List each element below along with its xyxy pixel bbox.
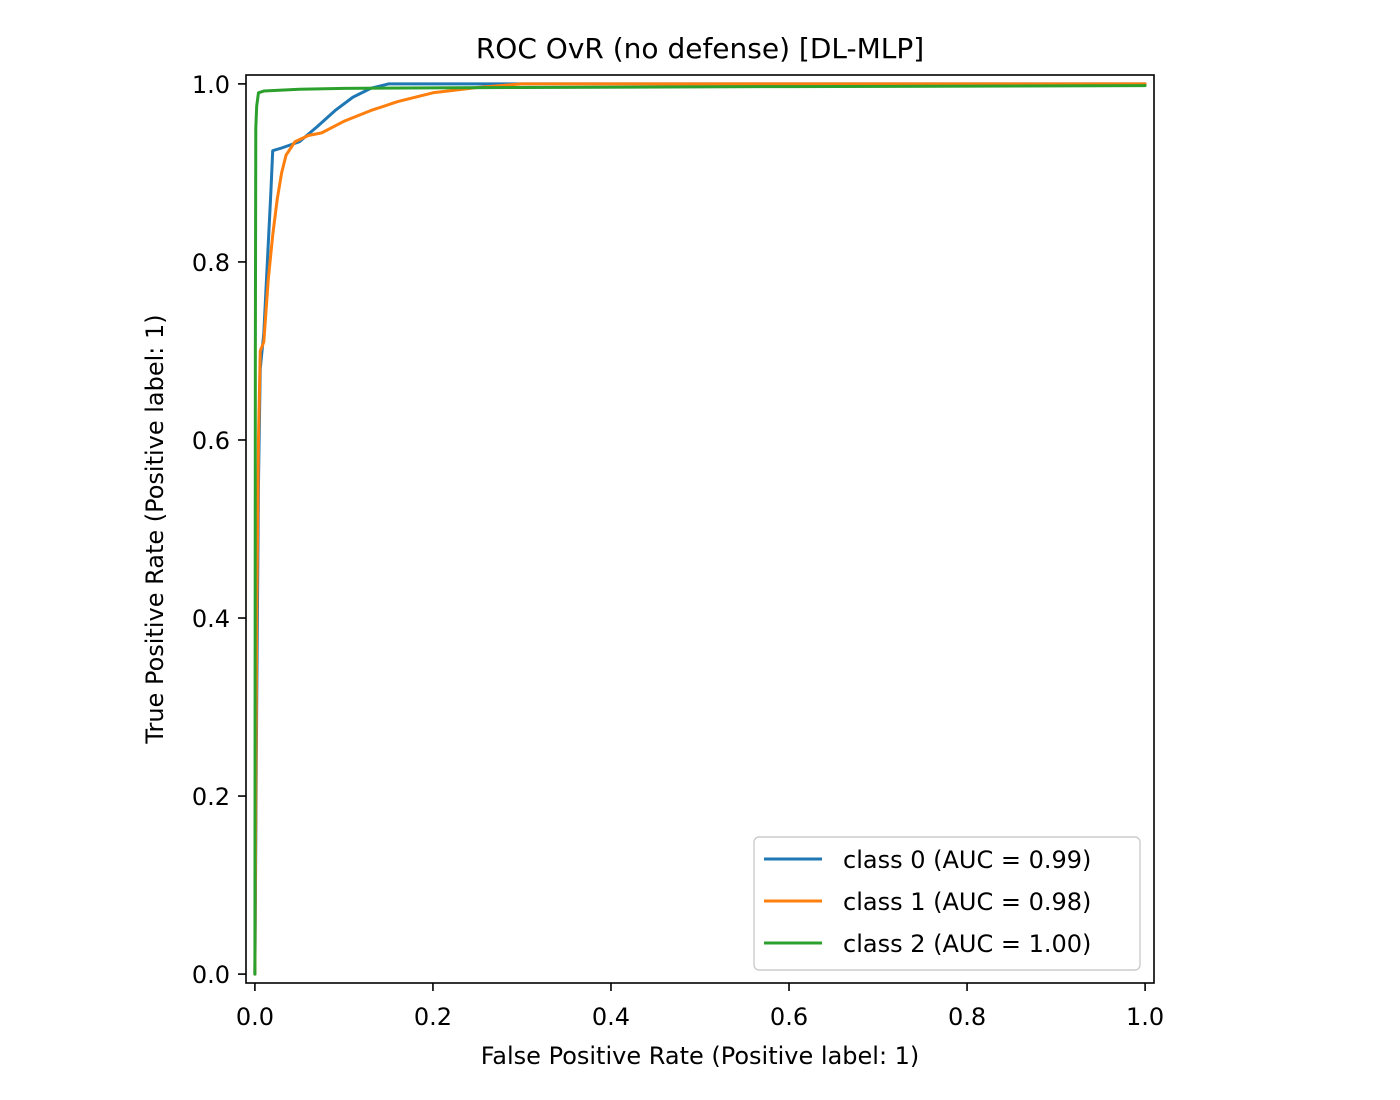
x-axis-label: False Positive Rate (Positive label: 1) (481, 1042, 920, 1070)
y-tick-label-1: 0.2 (192, 783, 230, 811)
y-tick-label-5: 1.0 (192, 71, 230, 99)
x-tick-label-2: 0.4 (592, 1003, 630, 1031)
legend: class 0 (AUC = 0.99) class 1 (AUC = 0.98)… (753, 836, 1141, 971)
x-tick-label-5: 1.0 (1126, 1003, 1164, 1031)
legend-label-class-2: class 2 (AUC = 1.00) (843, 930, 1091, 958)
plot-lines (253, 82, 1147, 976)
y-axis-ticks: 0.0 0.2 0.4 0.6 0.8 1.0 (192, 71, 246, 989)
legend-label-class-0: class 0 (AUC = 0.99) (843, 846, 1091, 874)
legend-label-class-1: class 1 (AUC = 0.98) (843, 888, 1091, 916)
x-tick-label-1: 0.2 (414, 1003, 452, 1031)
y-tick-label-4: 0.8 (192, 249, 230, 277)
chart-title: ROC OvR (no defense) [DL-MLP] (476, 32, 924, 65)
legend-box (753, 836, 1141, 971)
x-tick-label-4: 0.8 (948, 1003, 986, 1031)
y-tick-label-3: 0.6 (192, 427, 230, 455)
y-tick-label-0: 0.0 (192, 961, 230, 989)
legend-entries: class 0 (AUC = 0.99) class 1 (AUC = 0.98)… (764, 846, 1091, 958)
x-tick-label-3: 0.6 (770, 1003, 808, 1031)
x-tick-label-0: 0.0 (236, 1003, 274, 1031)
y-tick-label-2: 0.4 (192, 605, 230, 633)
x-axis-ticks: 0.0 0.2 0.4 0.6 0.8 1.0 (236, 983, 1164, 1031)
y-axis-label: True Positive Rate (Positive label: 1) (141, 314, 169, 744)
series-line-class-2 (253, 84, 1147, 976)
plot-frame (245, 74, 1155, 984)
